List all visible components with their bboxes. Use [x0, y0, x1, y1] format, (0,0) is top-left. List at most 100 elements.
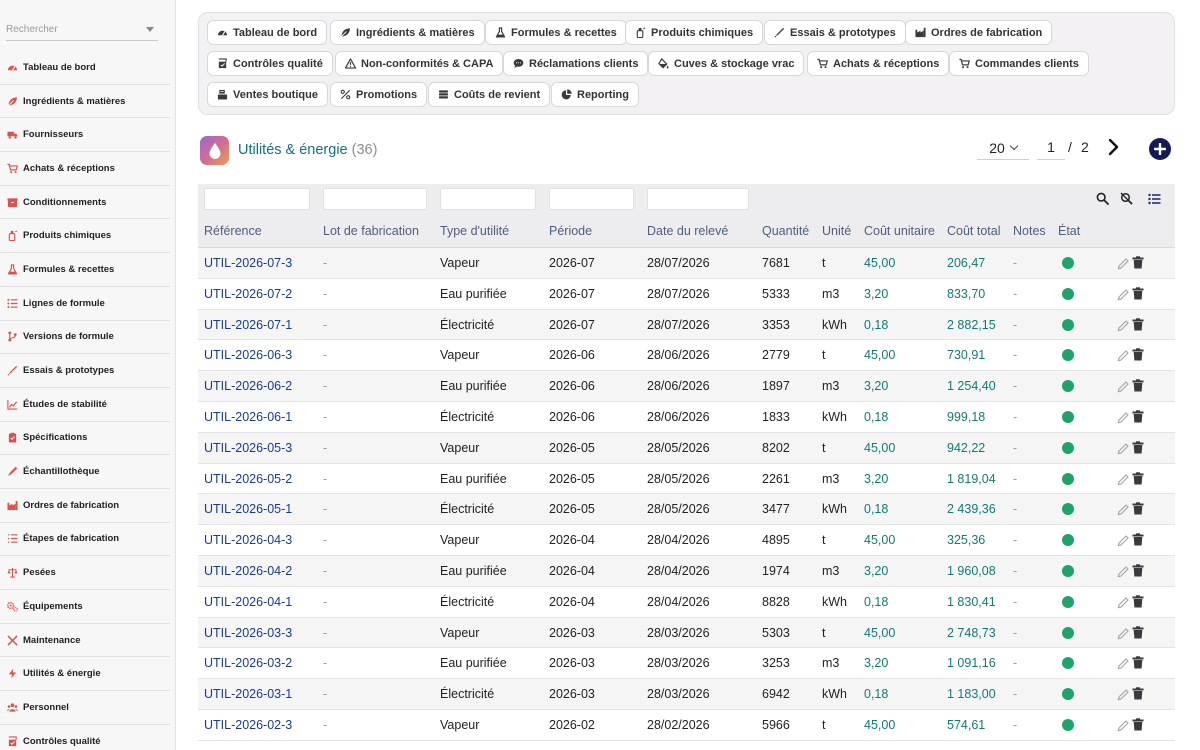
- table-row[interactable]: UTIL-2026-03-3 - Vapeur 2026-03 28/03/2026 53…: [198, 617, 1175, 649]
- edit-icon[interactable]: [1117, 411, 1129, 424]
- sidebar-item-16[interactable]: Équipements: [0, 590, 170, 624]
- sidebar-item-5[interactable]: Produits chimiques: [0, 219, 170, 254]
- sidebar-item-7[interactable]: Lignes de formule: [0, 287, 170, 321]
- edit-icon[interactable]: [1117, 319, 1129, 331]
- sidebar-item-18[interactable]: Utilités & énergie: [0, 657, 170, 692]
- table-row[interactable]: UTIL-2026-05-2 - Eau purifiée 2026-05 28/05/…: [198, 463, 1175, 495]
- edit-icon[interactable]: [1117, 596, 1129, 609]
- reference-link[interactable]: UTIL-2026-07-1: [204, 317, 293, 332]
- sidebar-item-9[interactable]: Essais & prototypes: [0, 354, 170, 388]
- next-page-icon[interactable]: [1106, 138, 1122, 156]
- module-button-8[interactable]: Réclamations clients: [503, 51, 649, 76]
- column-list-icon[interactable]: [1148, 192, 1162, 206]
- edit-icon[interactable]: [1117, 288, 1129, 301]
- table-row[interactable]: UTIL-2026-07-2 - Eau purifiée 2026-07 28/07/…: [198, 278, 1175, 310]
- edit-icon[interactable]: [1117, 627, 1129, 639]
- reference-link[interactable]: UTIL-2026-06-2: [204, 379, 293, 394]
- module-button-11[interactable]: Commandes clients: [949, 51, 1089, 76]
- reference-link[interactable]: UTIL-2026-04-1: [204, 594, 293, 609]
- table-row[interactable]: UTIL-2026-07-3 - Vapeur 2026-07 28/07/2026 76…: [198, 248, 1175, 279]
- sidebar-item-2[interactable]: Fournisseurs: [0, 118, 170, 153]
- col-unit-header[interactable]: Unité: [822, 224, 852, 238]
- chevron-down-icon[interactable]: [146, 27, 154, 32]
- col-reference-header[interactable]: Référence: [204, 224, 262, 238]
- sidebar-item-0[interactable]: Tableau de bord: [0, 51, 170, 85]
- sidebar-item-1[interactable]: Ingrédients & matières: [0, 85, 170, 119]
- reference-link[interactable]: UTIL-2026-05-3: [204, 440, 293, 455]
- sidebar-item-13[interactable]: Ordres de fabrication: [0, 489, 170, 523]
- delete-icon[interactable]: [1132, 687, 1144, 700]
- sidebar-item-20[interactable]: Contrôles qualité: [0, 725, 170, 750]
- reference-link[interactable]: UTIL-2026-04-3: [204, 533, 293, 548]
- reference-link[interactable]: UTIL-2026-03-1: [204, 687, 293, 702]
- delete-icon[interactable]: [1132, 256, 1144, 269]
- reference-link[interactable]: UTIL-2026-06-1: [204, 409, 293, 424]
- delete-icon[interactable]: [1132, 317, 1144, 331]
- edit-icon[interactable]: [1117, 565, 1129, 578]
- table-row[interactable]: UTIL-2026-07-1 - Électricité 2026-07 28/07/2…: [198, 309, 1175, 341]
- sidebar-item-17[interactable]: Maintenance: [0, 624, 170, 658]
- sidebar-item-10[interactable]: Études de stabilité: [0, 388, 170, 422]
- reference-link[interactable]: UTIL-2026-07-3: [204, 256, 293, 270]
- col-type-header[interactable]: Type d'utilité: [440, 224, 510, 238]
- edit-icon[interactable]: [1117, 442, 1129, 455]
- delete-icon[interactable]: [1132, 625, 1144, 639]
- delete-icon[interactable]: [1132, 656, 1144, 669]
- col-total-cost-header[interactable]: Coût total: [947, 224, 1001, 238]
- module-button-6[interactable]: Contrôles qualité: [207, 51, 333, 76]
- delete-icon[interactable]: [1132, 718, 1144, 731]
- col-period-header[interactable]: Période: [549, 224, 593, 238]
- table-row[interactable]: UTIL-2026-06-3 - Vapeur 2026-06 28/06/2026 27…: [198, 340, 1175, 372]
- delete-icon[interactable]: [1132, 410, 1144, 423]
- col-unit-cost-header[interactable]: Coût unitaire: [864, 224, 935, 238]
- module-button-2[interactable]: Formules & recettes: [485, 20, 627, 45]
- module-button-13[interactable]: Promotions: [330, 82, 428, 107]
- edit-icon[interactable]: [1117, 380, 1129, 393]
- search-field[interactable]: [6, 18, 158, 41]
- col-quantity-header[interactable]: Quantité: [762, 224, 810, 238]
- delete-icon[interactable]: [1132, 441, 1144, 454]
- module-button-4[interactable]: Essais & prototypes: [764, 20, 906, 45]
- edit-icon[interactable]: [1117, 534, 1129, 547]
- table-row[interactable]: UTIL-2026-04-2 - Eau purifiée 2026-04 28/04/…: [198, 555, 1175, 587]
- col-lot-header[interactable]: Lot de fabrication: [323, 224, 419, 238]
- table-row[interactable]: UTIL-2026-04-1 - Électricité 2026-04 28/04/2…: [198, 586, 1175, 618]
- delete-icon[interactable]: [1132, 287, 1144, 300]
- col-date-header[interactable]: Date du relevé: [647, 224, 729, 238]
- table-row[interactable]: UTIL-2026-02-3 - Vapeur 2026-02 28/02/2026 59…: [198, 709, 1175, 741]
- add-record-button[interactable]: [1149, 138, 1171, 160]
- sidebar-item-11[interactable]: Spécifications: [0, 422, 170, 456]
- filter-type[interactable]: [440, 188, 536, 210]
- edit-icon[interactable]: [1117, 657, 1129, 670]
- search-input[interactable]: [6, 18, 141, 40]
- filter-reference[interactable]: [204, 188, 310, 210]
- reference-link[interactable]: UTIL-2026-04-2: [204, 563, 293, 578]
- reference-link[interactable]: UTIL-2026-03-2: [204, 656, 293, 671]
- module-button-15[interactable]: Reporting: [551, 82, 639, 107]
- page-size-select[interactable]: 20: [977, 136, 1029, 160]
- delete-icon[interactable]: [1132, 379, 1144, 392]
- edit-icon[interactable]: [1117, 719, 1129, 732]
- table-row[interactable]: UTIL-2026-06-1 - Électricité 2026-06 28/06/2…: [198, 401, 1175, 433]
- delete-icon[interactable]: [1132, 533, 1144, 546]
- edit-icon[interactable]: [1117, 349, 1129, 362]
- search-icon[interactable]: [1096, 192, 1110, 206]
- module-button-3[interactable]: Produits chimiques: [625, 20, 764, 45]
- table-row[interactable]: UTIL-2026-05-1 - Électricité 2026-05 28/05/2…: [198, 494, 1175, 526]
- filter-date[interactable]: [647, 188, 749, 210]
- filter-period[interactable]: [549, 188, 634, 210]
- module-button-7[interactable]: Non-conformités & CAPA: [335, 51, 504, 76]
- sidebar-item-12[interactable]: Échantillothèque: [0, 455, 170, 489]
- reference-link[interactable]: UTIL-2026-02-3: [204, 717, 293, 732]
- edit-icon[interactable]: [1117, 473, 1129, 485]
- module-button-12[interactable]: Ventes boutique: [207, 82, 328, 107]
- module-button-14[interactable]: Coûts de revient: [428, 82, 551, 107]
- delete-icon[interactable]: [1132, 564, 1144, 577]
- edit-icon[interactable]: [1117, 503, 1129, 516]
- table-row[interactable]: UTIL-2026-03-1 - Électricité 2026-03 28/03/2…: [198, 679, 1175, 710]
- module-button-9[interactable]: Cuves & stockage vrac: [648, 51, 805, 76]
- page-number-input[interactable]: 1: [1037, 136, 1065, 160]
- reference-link[interactable]: UTIL-2026-05-1: [204, 502, 293, 517]
- table-row[interactable]: UTIL-2026-05-3 - Vapeur 2026-05 28/05/2026 82…: [198, 432, 1175, 464]
- reference-link[interactable]: UTIL-2026-03-3: [204, 625, 293, 640]
